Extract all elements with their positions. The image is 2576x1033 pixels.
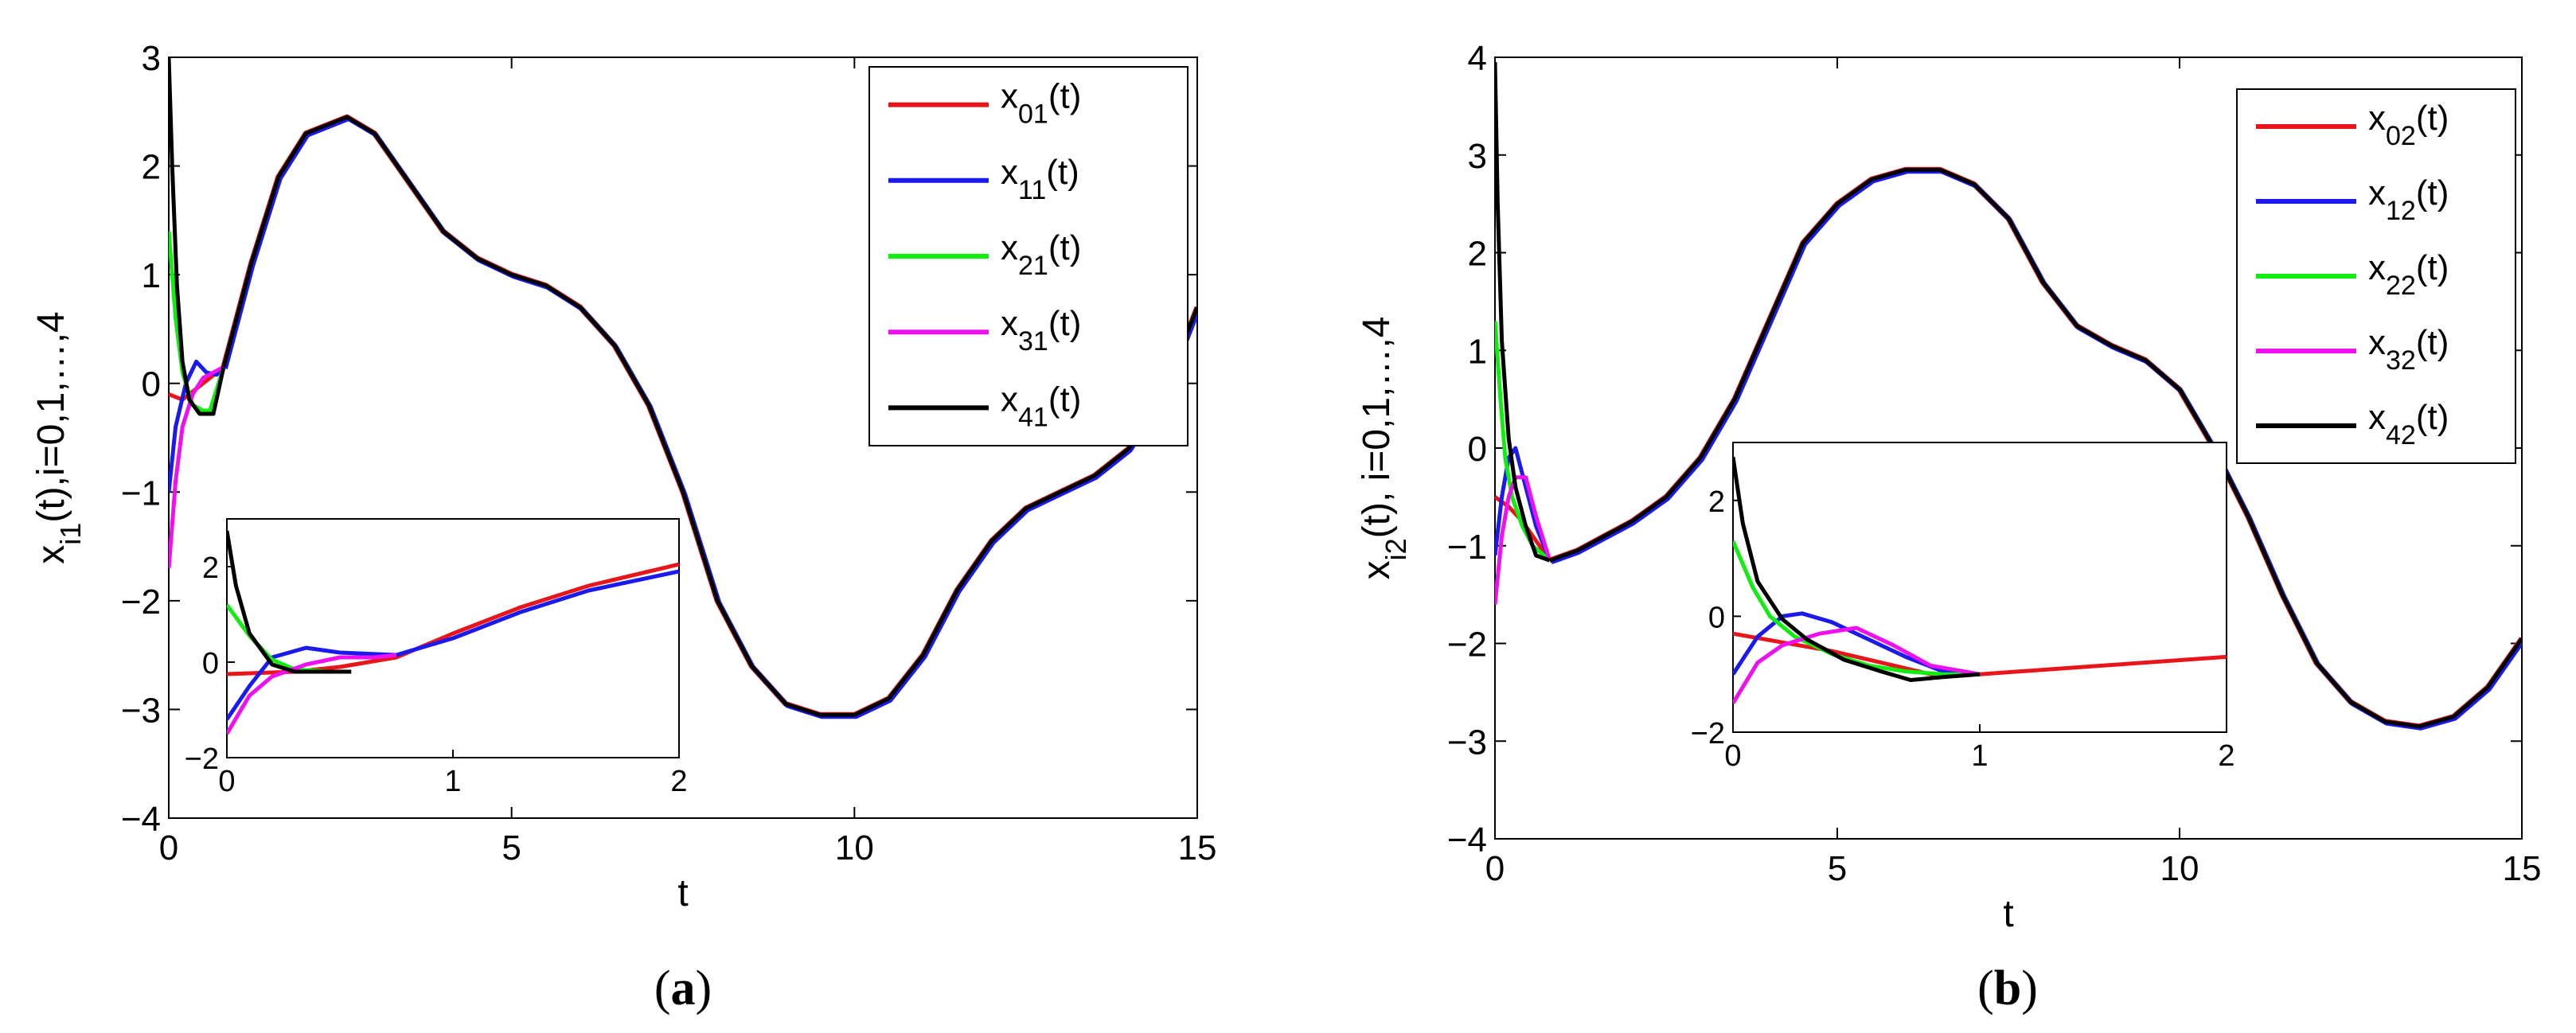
y-tick-label: −1 <box>1447 528 1487 567</box>
y-tick-label: 2 <box>1468 235 1487 274</box>
inset-x-tick-label: 1 <box>1971 739 1988 773</box>
legend-label-x31(t): x31(t) <box>1001 304 1081 357</box>
y-tick-label: −4 <box>121 800 161 839</box>
x-axis-label: t <box>677 872 688 914</box>
inset-x-tick-label: 1 <box>444 765 461 798</box>
legend-label-x21(t): x21(t) <box>1001 228 1081 281</box>
series-line-x41(t) <box>169 57 226 416</box>
inset-x-tick-label: 0 <box>218 765 235 798</box>
inset-line-x41(t) <box>227 530 352 674</box>
x-axis-label: t <box>2003 893 2013 935</box>
y-tick-label: −3 <box>1447 723 1487 762</box>
inset-y-tick-label: −2 <box>1691 717 1725 750</box>
series-line-x42(t) <box>1495 62 1551 563</box>
x-tick-label: 10 <box>835 828 874 867</box>
inset-y-tick-label: 2 <box>1708 485 1725 519</box>
inset-y-tick-label: −2 <box>185 743 219 776</box>
y-tick-label: 4 <box>1468 39 1487 78</box>
inset-series-layer <box>227 530 679 735</box>
series-line-x11(t) <box>169 359 225 493</box>
x-tick-label: 5 <box>502 828 521 867</box>
y-tick-label: 3 <box>142 39 161 78</box>
x-tick-label: 0 <box>159 828 178 867</box>
legend-label-x01(t): x01(t) <box>1001 77 1081 130</box>
consensus-line-black <box>221 115 1197 717</box>
y-tick-label: −4 <box>1447 821 1487 860</box>
inset-series-layer <box>1733 456 2227 704</box>
legend-box <box>2236 88 2516 464</box>
inset-x-tick-label: 2 <box>670 765 687 798</box>
x-tick-label: 5 <box>1828 849 1847 888</box>
figure-caption: (a) <box>654 961 712 1015</box>
y-tick-label: 2 <box>142 148 161 187</box>
chart-a: 0 5 10 15−4−3−2−10123txi1(t),i=0,1,…,4x01(t… <box>30 39 1216 1015</box>
inset-line-x42(t) <box>1733 456 1981 682</box>
x-tick-label: 15 <box>2503 849 2542 888</box>
inset-line-x32(t) <box>1733 626 1981 704</box>
legend-label-x11(t): x11(t) <box>1001 153 1079 205</box>
legend-label-x41(t): x41(t) <box>1001 380 1081 432</box>
inset-y-tick-label: 2 <box>202 552 219 585</box>
inset-y-tick-label: 0 <box>1708 601 1725 634</box>
x-tick-label: 15 <box>1178 828 1217 867</box>
x-tick-label: 0 <box>1485 849 1505 888</box>
inset-chart: 0 1 2−202 <box>1691 442 2235 773</box>
y-tick-label: 0 <box>1468 430 1487 469</box>
inset-line-x31(t) <box>227 653 397 735</box>
series-layer <box>1495 62 2522 731</box>
legend-label-x42(t): x42(t) <box>2368 398 2449 450</box>
series-layer <box>169 57 1197 719</box>
legend-label-x32(t): x32(t) <box>2368 323 2449 376</box>
inset-x-tick-label: 0 <box>1724 739 1741 773</box>
y-tick-label: 0 <box>142 365 161 404</box>
y-tick-label: −2 <box>1447 626 1487 665</box>
figure-caption: (b) <box>1977 961 2038 1015</box>
y-tick-label: −1 <box>121 474 161 513</box>
y-axis-label: xi1(t),i=0,1,…,4 <box>30 311 87 563</box>
series-line-x31(t) <box>169 364 225 569</box>
y-axis-label: xi2(t), i=0,1,…,4 <box>1356 317 1412 580</box>
legend-label-x12(t): x12(t) <box>2368 173 2449 226</box>
legend-label-x22(t): x22(t) <box>2368 248 2449 301</box>
x-tick-label: 10 <box>2160 849 2199 888</box>
legend-label-x02(t): x02(t) <box>2368 99 2449 151</box>
y-tick-label: 1 <box>1468 332 1487 371</box>
consensus-line-black <box>1548 167 2522 729</box>
y-tick-label: −2 <box>121 583 161 622</box>
inset-line-x11(t) <box>227 569 679 721</box>
inset-x-tick-label: 2 <box>2218 739 2234 773</box>
inset-plot-area <box>1732 442 2227 733</box>
y-tick-label: 1 <box>142 256 161 295</box>
y-tick-label: 3 <box>1468 137 1487 176</box>
inset-chart: 0 1 2−202 <box>185 518 688 798</box>
inset-y-tick-label: 0 <box>202 647 219 680</box>
y-tick-label: −3 <box>121 691 161 730</box>
series-line-x12(t) <box>1495 446 1552 562</box>
